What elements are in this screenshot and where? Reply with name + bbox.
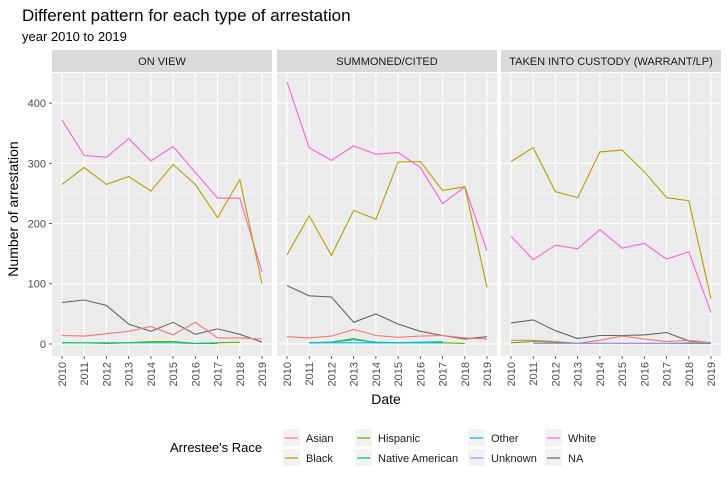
series-line-black	[510, 146, 712, 299]
x-tick-label: 2015	[168, 362, 180, 386]
series-line-unknown	[533, 342, 711, 344]
series-line-na	[510, 319, 712, 344]
x-tick-label: 2018	[460, 362, 472, 386]
x-tick-label: 2011	[79, 362, 91, 386]
x-tick-label: 2011	[304, 362, 316, 386]
x-tick-label: 2014	[371, 362, 383, 386]
series-line-black	[286, 160, 488, 288]
x-tick-label: 2016	[415, 362, 427, 386]
series-line-white	[510, 228, 712, 313]
x-tick-label: 2013	[349, 362, 361, 386]
x-tick-label: 2012	[326, 362, 338, 386]
facet-strip-label: ON VIEW	[138, 56, 186, 68]
legend-item: Other	[468, 429, 519, 446]
x-tick-label: 2012	[101, 362, 113, 386]
facet-panel: TAKEN INTO CUSTODY (WARRANT/LP) 2010 2011 2…	[501, 50, 721, 387]
facet-panel: ON VIEW 2010 2011 2012 2013 2014 2015 2016 2017 2…	[52, 50, 272, 387]
x-axis-title: Date	[371, 391, 401, 407]
x-tick-label: 2015	[617, 362, 629, 386]
x-tick-label: 2017	[438, 362, 450, 386]
series-line-black	[61, 163, 263, 284]
x-tick-label: 2014	[595, 362, 607, 386]
x-tick-label: 2011	[528, 362, 540, 386]
y-tick-label: 100	[28, 279, 46, 291]
legend-item: Unknown	[468, 449, 537, 466]
panel-background	[501, 73, 721, 356]
x-tick-label: 2017	[662, 362, 674, 386]
y-axis: 0 100 200 300 400	[28, 98, 52, 351]
series-line-asian	[61, 321, 263, 340]
x-tick-label: 2018	[684, 362, 696, 386]
series-line-native-american	[309, 339, 443, 344]
panel-background	[52, 73, 272, 356]
x-tick-label: 2018	[235, 362, 247, 386]
legend-label: Hispanic	[378, 433, 421, 445]
series-line-na	[286, 285, 488, 340]
facet-strip-label: SUMMONED/CITED	[336, 56, 438, 68]
facet-strip	[277, 50, 497, 72]
legend-label: Unknown	[491, 453, 537, 465]
series-line-asian	[511, 335, 712, 344]
x-tick-label: 2016	[639, 362, 651, 386]
x-tick-label: 2016	[190, 362, 202, 386]
x-tick-label: 2013	[124, 362, 136, 386]
chart-subtitle: year 2010 to 2019	[22, 29, 127, 44]
x-tick-label: 2014	[146, 362, 158, 386]
y-tick-label: 200	[28, 219, 46, 231]
legend-item: Hispanic	[355, 429, 421, 446]
series-line-native-american	[62, 342, 218, 344]
series-line-other	[309, 340, 443, 344]
chart-title: Different pattern for each type of arres…	[22, 6, 351, 25]
legend-label: Native American	[378, 453, 458, 465]
legend-label: Asian	[306, 433, 334, 445]
x-tick-label: 2019	[257, 362, 269, 386]
x-tick-label: 2010	[282, 362, 294, 386]
x-tick-label: 2015	[393, 362, 405, 386]
y-tick-label: 0	[40, 339, 46, 351]
x-tick-label: 2012	[550, 362, 562, 386]
y-tick-label: 400	[28, 98, 46, 110]
facet-strip-label: TAKEN INTO CUSTODY (WARRANT/LP)	[509, 56, 713, 68]
y-axis-title: Number of arrestation	[5, 141, 21, 276]
legend-item: Native American	[355, 449, 458, 466]
legend-label: Black	[306, 453, 333, 465]
legend-label: NA	[568, 453, 584, 465]
series-line-white	[286, 81, 488, 251]
facet-strip	[501, 50, 721, 72]
legend-item: Black	[283, 449, 333, 466]
x-tick-label: 2013	[573, 362, 585, 386]
legend: Arrestee's Race Asian Black Hispanic Native…	[170, 429, 596, 466]
x-tick-label: 2019	[482, 362, 494, 386]
facet-strip	[52, 50, 272, 72]
series-line-na	[61, 299, 263, 343]
legend-label: Other	[491, 433, 519, 445]
legend-label: White	[568, 433, 596, 445]
legend-item: White	[545, 429, 596, 446]
facet-panel: SUMMONED/CITED 2010 2011 2012 2013 2014 2015 20…	[277, 50, 497, 387]
legend-item: NA	[545, 449, 584, 466]
legend-title: Arrestee's Race	[170, 440, 262, 455]
x-tick-label: 2010	[57, 362, 69, 386]
panel-background	[277, 73, 497, 356]
x-tick-label: 2019	[706, 362, 718, 386]
series-line-asian	[286, 328, 488, 340]
x-tick-label: 2017	[213, 362, 225, 386]
legend-item: Asian	[283, 429, 334, 446]
facet-panels: ON VIEW 2010 2011 2012 2013 2014 2015 2016 2017 2…	[52, 50, 721, 387]
x-tick-label: 2010	[506, 362, 518, 386]
y-tick-label: 300	[28, 158, 46, 170]
